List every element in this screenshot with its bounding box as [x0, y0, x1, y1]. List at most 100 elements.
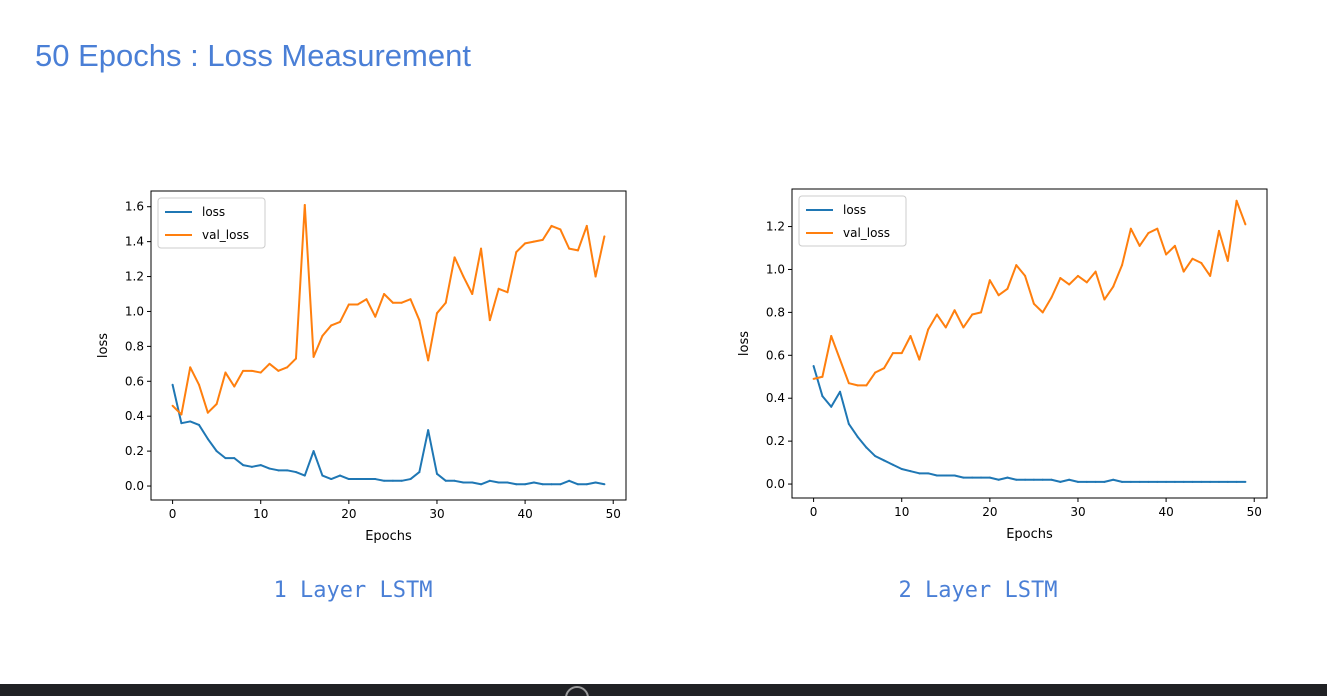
- data-point-val_loss: [400, 301, 403, 304]
- data-point-loss: [462, 481, 465, 484]
- y-tick-label: 0.0: [766, 477, 785, 491]
- y-tick-label: 1.0: [125, 304, 144, 318]
- data-point-loss: [1032, 478, 1035, 481]
- data-point-val_loss: [1209, 274, 1212, 277]
- x-tick-label: 40: [517, 507, 532, 521]
- data-point-loss: [488, 479, 491, 482]
- data-point-val_loss: [1076, 274, 1079, 277]
- data-point-loss: [865, 446, 868, 449]
- data-point-loss: [1244, 480, 1247, 483]
- data-point-val_loss: [900, 352, 903, 355]
- data-point-val_loss: [812, 377, 815, 380]
- data-point-val_loss: [268, 362, 271, 365]
- data-point-loss: [1138, 480, 1141, 483]
- data-point-loss: [171, 383, 174, 386]
- data-point-val_loss: [944, 326, 947, 329]
- data-point-loss: [962, 476, 965, 479]
- data-point-val_loss: [259, 371, 262, 374]
- data-point-val_loss: [1112, 285, 1115, 288]
- series-line-val_loss: [171, 203, 606, 416]
- data-point-val_loss: [233, 385, 236, 388]
- data-point-val_loss: [550, 224, 553, 227]
- data-point-val_loss: [286, 366, 289, 369]
- data-point-loss: [471, 481, 474, 484]
- data-point-loss: [1103, 480, 1106, 483]
- data-point-val_loss: [1173, 244, 1176, 247]
- series-line-loss: [171, 384, 605, 486]
- data-point-loss: [356, 478, 359, 481]
- data-point-loss: [988, 476, 991, 479]
- data-point-val_loss: [242, 369, 245, 372]
- data-point-val_loss: [383, 293, 386, 295]
- data-point-loss: [198, 423, 201, 426]
- y-axis-label: loss: [737, 331, 752, 356]
- data-point-loss: [874, 455, 877, 458]
- data-point-loss: [1191, 480, 1194, 483]
- data-point-val_loss: [909, 334, 912, 337]
- chart-2-caption: 2 Layer LSTM: [898, 578, 1058, 603]
- data-point-loss: [1068, 478, 1071, 481]
- chart-2: 0 10 20 30 40 50 0.0 0.2 0.4 0.6 0.8 1.0 1.2 Epochs lo…: [737, 188, 1268, 542]
- data-point-val_loss: [935, 313, 938, 316]
- y-tick-label: 0.8: [125, 339, 144, 353]
- data-point-val_loss: [277, 369, 280, 372]
- data-point-val_loss: [1138, 244, 1141, 247]
- data-point-loss: [1112, 478, 1115, 481]
- data-point-val_loss: [847, 382, 850, 385]
- data-point-loss: [480, 483, 483, 486]
- y-tick-label: 0.4: [125, 409, 144, 423]
- data-point-val_loss: [374, 315, 377, 318]
- data-point-loss: [250, 465, 253, 468]
- data-point-val_loss: [1235, 199, 1238, 202]
- data-point-val_loss: [1156, 227, 1159, 230]
- data-point-val_loss: [171, 404, 174, 407]
- data-point-loss: [980, 476, 983, 479]
- data-point-loss: [321, 474, 324, 477]
- data-point-loss: [268, 467, 271, 470]
- data-point-loss: [515, 483, 518, 486]
- data-point-val_loss: [462, 275, 465, 278]
- data-point-val_loss: [603, 235, 606, 238]
- data-point-loss: [935, 474, 938, 477]
- data-point-loss: [1006, 476, 1009, 479]
- x-axis-label: Epochs: [365, 529, 412, 544]
- x-tick-label: 40: [1158, 505, 1173, 519]
- data-point-loss: [594, 481, 597, 484]
- data-point-loss: [856, 435, 859, 438]
- data-point-val_loss: [515, 251, 518, 254]
- data-point-loss: [839, 390, 842, 393]
- data-point-val_loss: [1244, 223, 1247, 226]
- data-point-val_loss: [918, 358, 921, 361]
- x-tick-label: 50: [606, 507, 621, 521]
- x-tick-label: 20: [341, 507, 356, 521]
- data-point-loss: [233, 457, 236, 460]
- data-point-loss: [427, 429, 430, 432]
- data-point-val_loss: [821, 375, 824, 378]
- x-tick-label: 10: [894, 505, 909, 519]
- y-tick-label: 0.6: [125, 374, 144, 388]
- data-point-val_loss: [1191, 257, 1194, 260]
- data-point-loss: [242, 464, 245, 467]
- data-point-val_loss: [830, 334, 833, 337]
- data-point-loss: [559, 483, 562, 486]
- data-point-val_loss: [312, 355, 315, 358]
- data-point-val_loss: [506, 291, 509, 294]
- legend-label-loss: loss: [843, 203, 866, 217]
- video-control-bar[interactable]: [0, 684, 1327, 696]
- data-point-loss: [1050, 478, 1053, 481]
- data-point-val_loss: [891, 352, 894, 355]
- data-point-loss: [909, 470, 912, 473]
- data-point-val_loss: [559, 228, 562, 231]
- data-point-loss: [1217, 480, 1220, 483]
- series-line-val_loss: [813, 199, 1247, 387]
- data-point-val_loss: [198, 383, 201, 386]
- data-point-loss: [259, 464, 262, 467]
- x-axis-label: Epochs: [1006, 527, 1053, 542]
- data-point-loss: [1209, 480, 1212, 483]
- y-tick-label: 1.2: [766, 220, 785, 234]
- data-point-loss: [391, 479, 394, 482]
- data-point-loss: [900, 468, 903, 471]
- data-point-loss: [374, 478, 377, 481]
- playback-knob-icon[interactable]: [565, 686, 589, 696]
